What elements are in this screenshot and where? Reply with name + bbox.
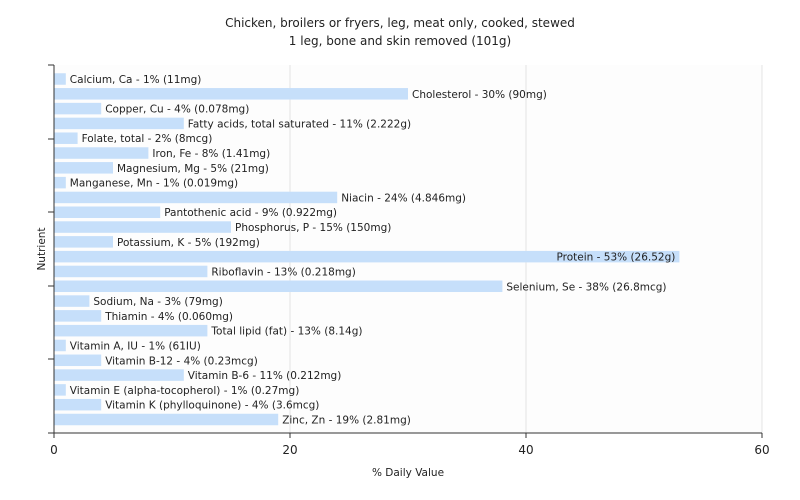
bar-14 <box>54 280 503 293</box>
bars <box>54 73 680 426</box>
bar-label-17: Total lipid (fat) - 13% (8.14g) <box>210 326 362 338</box>
chart-title: Chicken, broilers or fryers, leg, meat o… <box>225 16 575 30</box>
bar-label-14: Selenium, Se - 38% (26.8mcg) <box>506 281 666 293</box>
bar-label-21: Vitamin E (alpha-tocopherol) - 1% (0.27m… <box>70 385 299 397</box>
bar-0 <box>54 73 66 85</box>
bar-10 <box>54 221 231 233</box>
bar-4 <box>54 132 78 144</box>
bar-3 <box>54 117 184 130</box>
bar-2 <box>54 102 102 115</box>
bar-20 <box>54 369 184 381</box>
bar-21 <box>54 384 66 396</box>
bar-label-4: Folate, total - 2% (8mcg) <box>82 133 213 145</box>
bar-13 <box>54 265 208 278</box>
bar-label-11: Potassium, K - 5% (192mg) <box>117 237 260 249</box>
x-tick-label-0: 0 <box>50 443 58 457</box>
bar-17 <box>54 324 208 337</box>
y-axis-ticks <box>48 64 54 434</box>
bar-16 <box>54 310 102 322</box>
bar-label-2: Copper, Cu - 4% (0.078mg) <box>105 104 249 116</box>
bar-12 <box>54 250 680 263</box>
bar-7 <box>54 176 66 189</box>
bar-5 <box>54 147 149 159</box>
bar-label-13: Riboflavin - 13% (0.218mg) <box>211 266 355 278</box>
bar-11 <box>54 236 113 248</box>
bar-18 <box>54 339 66 352</box>
bar-1 <box>54 88 408 100</box>
bar-label-22: Vitamin K (phylloquinone) - 4% (3.6mcg) <box>105 400 319 412</box>
bar-label-23: Zinc, Zn - 19% (2.81mg) <box>282 415 411 427</box>
bar-label-5: Iron, Fe - 8% (1.41mg) <box>152 148 270 160</box>
bar-label-18: Vitamin A, IU - 1% (61IU) <box>70 340 201 352</box>
bar-label-12: Protein - 53% (26.52g) <box>557 252 676 264</box>
bar-label-19: Vitamin B-12 - 4% (0.23mcg) <box>105 355 258 367</box>
y-axis-label: Nutrient <box>36 227 48 270</box>
x-tick-label-60: 60 <box>754 443 769 457</box>
x-tick-label-20: 20 <box>282 443 297 457</box>
bar-label-9: Pantothenic acid - 9% (0.922mg) <box>164 207 337 219</box>
bar-8 <box>54 191 338 204</box>
bar-label-0: Calcium, Ca - 1% (11mg) <box>70 74 202 86</box>
gridlines <box>289 65 763 433</box>
bar-6 <box>54 162 113 174</box>
bar-19 <box>54 354 102 367</box>
bar-labels: Calcium, Ca - 1% (11mg) Cholesterol - 30%… <box>70 74 676 427</box>
x-axis-ticks: 0 20 40 60 <box>50 433 770 457</box>
bar-label-15: Sodium, Na - 3% (79mg) <box>93 296 222 308</box>
x-tick-label-40: 40 <box>518 443 533 457</box>
bar-22 <box>54 398 102 411</box>
bar-9 <box>54 206 161 218</box>
bar-15 <box>54 295 90 307</box>
bar-label-6: Magnesium, Mg - 5% (21mg) <box>117 163 269 175</box>
bar-label-1: Cholesterol - 30% (90mg) <box>412 89 547 101</box>
bar-label-8: Niacin - 24% (4.846mg) <box>341 192 466 204</box>
bar-label-7: Manganese, Mn - 1% (0.019mg) <box>70 178 238 190</box>
bar-label-20: Vitamin B-6 - 11% (0.212mg) <box>188 370 342 382</box>
bar-23 <box>54 413 279 426</box>
chart-subtitle: 1 leg, bone and skin removed (101g) <box>289 34 511 48</box>
bar-label-10: Phosphorus, P - 15% (150mg) <box>235 222 391 234</box>
x-axis-label: % Daily Value <box>372 467 444 479</box>
bar-label-16: Thiamin - 4% (0.060mg) <box>104 311 233 323</box>
bar-label-3: Fatty acids, total saturated - 11% (2.22… <box>188 118 411 130</box>
